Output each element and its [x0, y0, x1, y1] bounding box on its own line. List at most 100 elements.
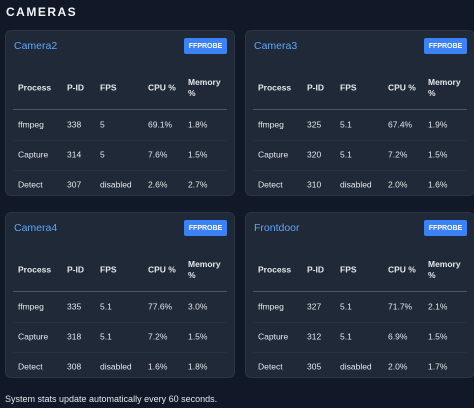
table-cell: 314 — [67, 149, 82, 160]
footer-note: System stats update automatically every … — [5, 394, 218, 404]
column-header: P-ID — [67, 264, 84, 275]
ffprobe-button[interactable]: FFPROBE — [184, 38, 227, 54]
column-header: Memory % — [428, 259, 461, 280]
column-header: Memory % — [188, 77, 221, 98]
table-cell: 320 — [307, 149, 322, 160]
table-cell: 5 — [100, 149, 105, 160]
header-divider — [13, 291, 227, 292]
table-cell: 1.6% — [428, 179, 448, 190]
column-header: FPS — [340, 82, 357, 93]
table-cell: 5.1 — [100, 301, 112, 312]
table-cell: Detect — [18, 179, 43, 190]
table-cell: 1.5% — [188, 149, 208, 160]
table-cell: 67.4% — [388, 119, 413, 130]
table-cell: ffmpeg — [18, 119, 44, 130]
table-cell: Capture — [258, 331, 289, 342]
table-cell: 2.0% — [388, 361, 408, 372]
table-cell: 5.1 — [340, 149, 352, 160]
column-header: P-ID — [307, 264, 324, 275]
camera-card: Frontdoor FFPROBE Process P-ID FPS CPU % Memor… — [245, 212, 474, 378]
table-cell: 1.6% — [148, 361, 168, 372]
table-cell: 6.9% — [388, 331, 408, 342]
table-cell: 5.1 — [340, 301, 352, 312]
table-cell: 327 — [307, 301, 322, 312]
table-cell: 305 — [307, 361, 322, 372]
camera-card: Camera3 FFPROBE Process P-ID FPS CPU % Memory … — [245, 30, 474, 196]
table-cell: 7.2% — [148, 331, 168, 342]
table-cell: 1.5% — [428, 149, 448, 160]
table-cell: Capture — [18, 149, 49, 160]
row-divider — [253, 140, 467, 141]
ffprobe-button[interactable]: FFPROBE — [184, 220, 227, 236]
row-divider — [13, 322, 227, 323]
table-cell: Detect — [258, 179, 283, 190]
table-cell: Detect — [18, 361, 43, 372]
column-header: Memory % — [188, 259, 221, 280]
header-divider — [253, 109, 467, 110]
table-cell: 5.1 — [340, 119, 352, 130]
column-header: CPU % — [388, 82, 416, 93]
table-cell: 1.9% — [428, 119, 448, 130]
row-divider — [253, 352, 467, 353]
table-cell: 312 — [307, 331, 322, 342]
table-cell: ffmpeg — [258, 119, 284, 130]
column-header: Process — [258, 82, 292, 93]
table-cell: 338 — [67, 119, 82, 130]
camera-card: Camera4 FFPROBE Process P-ID FPS CPU % Memory … — [5, 212, 235, 378]
column-header: Process — [18, 264, 52, 275]
table-cell: ffmpeg — [18, 301, 44, 312]
table-cell: disabled — [340, 361, 372, 372]
camera-name[interactable]: Camera2 — [14, 40, 58, 52]
table-cell: 7.2% — [388, 149, 408, 160]
column-header: FPS — [340, 264, 357, 275]
table-cell: disabled — [100, 361, 132, 372]
table-cell: 1.5% — [188, 331, 208, 342]
column-header: CPU % — [388, 264, 416, 275]
column-header: Process — [18, 82, 52, 93]
row-divider — [253, 170, 467, 171]
header-divider — [13, 109, 227, 110]
column-header: CPU % — [148, 82, 176, 93]
table-cell: 2.0% — [388, 179, 408, 190]
column-header: Memory % — [428, 77, 461, 98]
table-cell: 335 — [67, 301, 82, 312]
row-divider — [13, 140, 227, 141]
table-cell: Capture — [18, 331, 49, 342]
column-header: Process — [258, 264, 292, 275]
table-cell: 7.6% — [148, 149, 168, 160]
table-cell: 5 — [100, 119, 105, 130]
table-cell: disabled — [340, 179, 372, 190]
table-cell: ffmpeg — [258, 301, 284, 312]
table-cell: 325 — [307, 119, 322, 130]
table-cell: Detect — [258, 361, 283, 372]
table-cell: 307 — [67, 179, 82, 190]
column-header: CPU % — [148, 264, 176, 275]
table-cell: 1.7% — [428, 361, 448, 372]
camera-name[interactable]: Camera4 — [14, 222, 58, 234]
camera-name[interactable]: Frontdoor — [254, 222, 300, 234]
column-header: FPS — [100, 264, 117, 275]
table-cell: 2.1% — [428, 301, 448, 312]
row-divider — [253, 322, 467, 323]
table-cell: Capture — [258, 149, 289, 160]
table-cell: 2.7% — [188, 179, 208, 190]
table-cell: 1.5% — [428, 331, 448, 342]
table-cell: 1.8% — [188, 119, 208, 130]
ffprobe-button[interactable]: FFPROBE — [424, 220, 467, 236]
table-cell: 318 — [67, 331, 82, 342]
table-cell: 1.8% — [188, 361, 208, 372]
column-header: FPS — [100, 82, 117, 93]
table-cell: 310 — [307, 179, 322, 190]
row-divider — [13, 352, 227, 353]
ffprobe-button[interactable]: FFPROBE — [424, 38, 467, 54]
column-header: P-ID — [67, 82, 84, 93]
table-cell: 2.6% — [148, 179, 168, 190]
table-cell: 5.1 — [340, 331, 352, 342]
table-cell: disabled — [100, 179, 132, 190]
page-title: CAMERAS — [6, 5, 78, 19]
table-cell: 69.1% — [148, 119, 173, 130]
camera-card: Camera2 FFPROBE Process P-ID FPS CPU % Memory … — [5, 30, 235, 196]
camera-name[interactable]: Camera3 — [254, 40, 298, 52]
table-cell: 308 — [67, 361, 82, 372]
header-divider — [253, 291, 467, 292]
